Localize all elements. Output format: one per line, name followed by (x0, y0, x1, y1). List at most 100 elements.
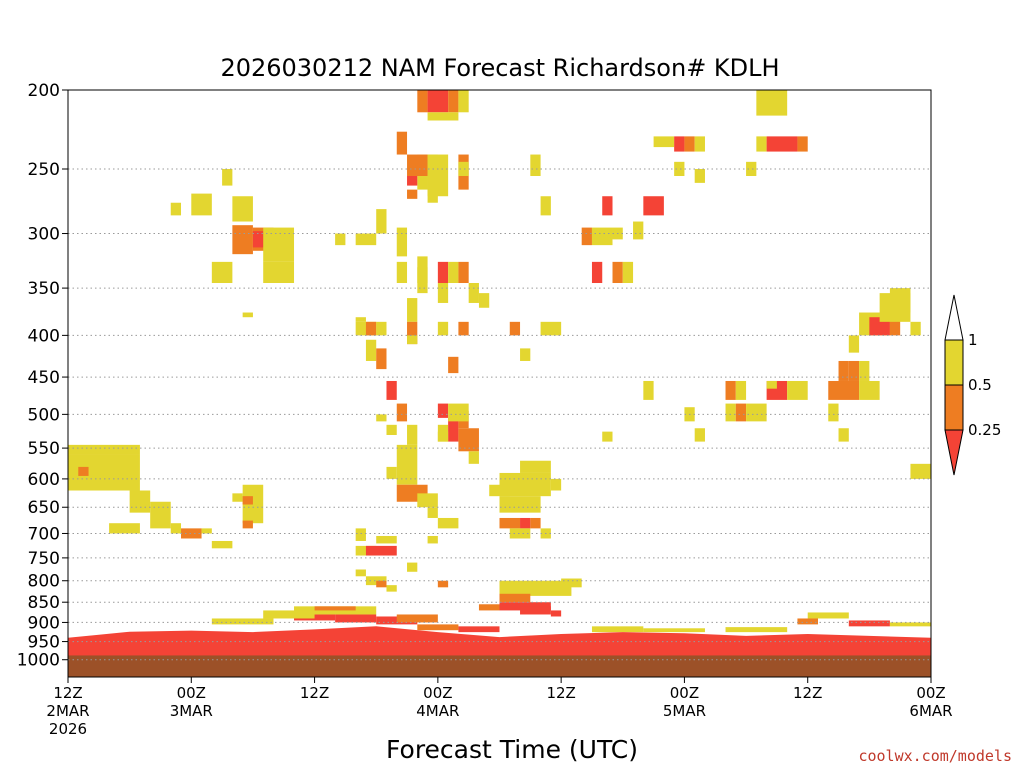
data-cell (396, 131, 408, 155)
legend-swatch (944, 384, 964, 431)
data-cell (787, 380, 808, 400)
data-cell (211, 618, 274, 625)
y-tick-label: 400 (28, 326, 60, 346)
data-cell (746, 403, 767, 422)
legend-level-label: 1 (968, 331, 978, 349)
plot-frame (67, 89, 932, 678)
data-cell (232, 196, 253, 222)
x-tick-label: 3MAR (170, 702, 213, 720)
data-cell (859, 380, 880, 400)
data-cell (129, 490, 151, 513)
data-cell (396, 403, 408, 422)
data-cell (376, 414, 387, 422)
data-cell (365, 576, 387, 586)
x-tick-label: 12Z (53, 684, 82, 702)
data-cell (355, 317, 366, 322)
y-tick-label: 250 (28, 160, 60, 180)
y-axis: 200 250 300 350 400 450 500 550 600 650 700 750 8008… (17, 81, 68, 671)
ground-fill (68, 655, 931, 677)
data-cell (427, 535, 438, 544)
data-cell (458, 261, 469, 284)
data-cell (889, 622, 931, 627)
data-cell (437, 283, 449, 303)
data-cell (448, 261, 459, 284)
data-cell (437, 580, 449, 588)
y-tick-label: 750 (28, 549, 60, 569)
data-cell (458, 90, 469, 113)
data-cell (427, 154, 449, 197)
data-cell (242, 312, 253, 318)
data-cell (694, 168, 705, 183)
data-cell (540, 321, 562, 336)
data-cell (458, 321, 469, 336)
x-tick-label: 00Z (670, 684, 699, 702)
data-cell (838, 360, 849, 381)
x-tick-label: 12Z (546, 684, 575, 702)
y-tick-label: 950 (28, 633, 60, 653)
x-tick-label: 5MAR (663, 702, 706, 720)
data-cell (78, 466, 89, 476)
data-cell (407, 321, 418, 345)
y-tick-label: 300 (28, 225, 60, 245)
data-cell (725, 403, 736, 422)
data-cell (396, 444, 418, 485)
y-tick-label: 600 (28, 470, 60, 490)
data-cell (407, 154, 428, 177)
data-cell (838, 428, 849, 442)
data-cell (499, 580, 572, 596)
data-cell (602, 431, 613, 442)
x-tick-label: 00Z (177, 684, 206, 702)
legend: 1 0.5 0.25 (944, 294, 1001, 476)
data-cell (376, 348, 387, 370)
y-tick-label: 500 (28, 405, 60, 425)
data-cell (68, 444, 140, 455)
data-cell (417, 493, 438, 508)
data-cell (458, 626, 500, 633)
data-cell (232, 225, 253, 255)
data-cell (602, 196, 613, 216)
data-cell (365, 545, 397, 556)
data-cell (520, 460, 551, 473)
data-cell (437, 321, 449, 336)
data-cell (591, 261, 603, 284)
x-tick-label: 00Z (423, 684, 452, 702)
data-cell (612, 261, 623, 284)
data-cell (355, 528, 366, 541)
data-cell (509, 528, 531, 539)
y-tick-label: 200 (28, 81, 60, 101)
data-cell (653, 136, 675, 148)
data-cell (458, 428, 479, 452)
data-cell (499, 496, 541, 513)
legend-swatch (944, 294, 964, 341)
data-cell (540, 196, 551, 216)
x-tick-label: 6MAR (909, 702, 952, 720)
data-cell (499, 472, 551, 497)
data-cell (674, 161, 685, 177)
data-cell (211, 261, 233, 284)
data-cell (376, 321, 387, 336)
data-cell (417, 90, 428, 113)
data-cell (448, 417, 459, 442)
data-cell (88, 478, 130, 491)
data-cell (222, 168, 233, 186)
data-cell (396, 227, 408, 257)
data-cell (181, 528, 202, 539)
data-cell (684, 136, 695, 152)
legend-level-label: 0.5 (968, 376, 992, 394)
data-cell (766, 136, 798, 152)
data-cell (643, 380, 654, 400)
data-cell (725, 380, 736, 400)
data-cell (509, 321, 521, 336)
data-cell (263, 610, 315, 619)
credit-link[interactable]: coolwx.com/models (858, 747, 1012, 765)
data-cell (407, 562, 418, 572)
data-cell (828, 380, 860, 400)
data-cell (448, 90, 459, 113)
y-tick-label: 1000 (17, 651, 60, 671)
data-cell (499, 602, 551, 611)
data-cell (365, 339, 377, 361)
data-cell (355, 233, 377, 246)
data-cell (242, 520, 253, 529)
data-cell (910, 463, 931, 479)
data-cell (889, 288, 911, 313)
